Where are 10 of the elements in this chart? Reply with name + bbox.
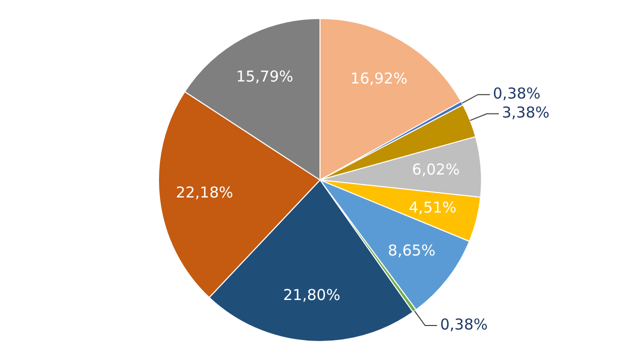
data-label: 0,38% — [492, 84, 541, 102]
data-label: 4,51% — [408, 198, 457, 216]
data-label: 8,65% — [388, 241, 436, 260]
data-label: 21,80% — [283, 286, 340, 304]
data-label: 6,02% — [412, 160, 460, 178]
data-label: 22,18% — [176, 184, 234, 202]
data-label: 0,38% — [440, 315, 488, 334]
data-label: 15,79% — [236, 68, 294, 86]
data-label: 3,38% — [502, 104, 550, 122]
data-label: 16,92% — [350, 70, 408, 88]
